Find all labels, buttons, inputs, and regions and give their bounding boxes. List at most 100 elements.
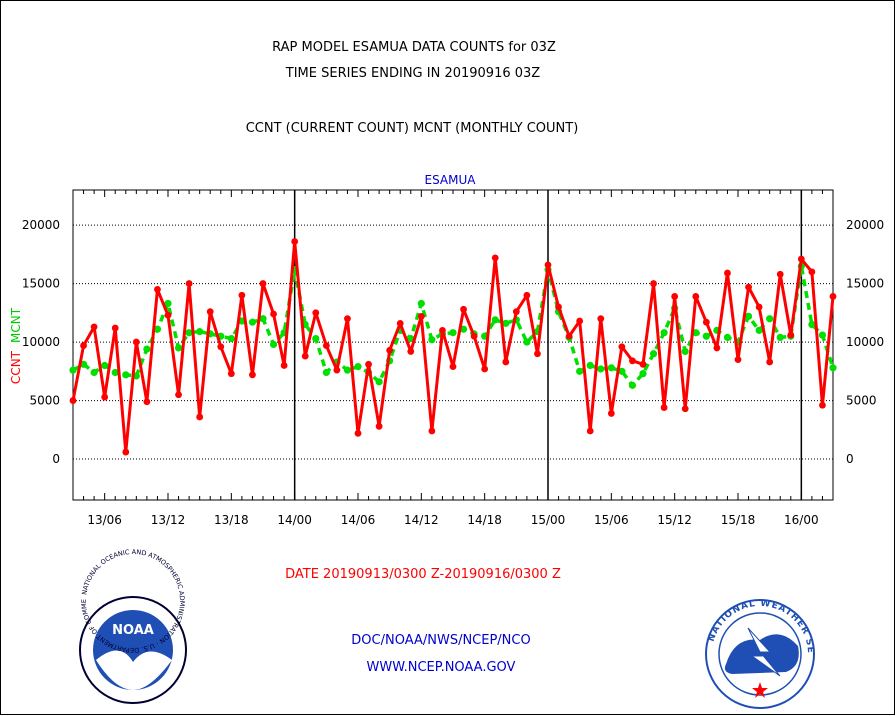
data-point-ccnt bbox=[787, 331, 795, 339]
data-point-ccnt bbox=[291, 238, 299, 245]
data-point-ccnt bbox=[396, 319, 404, 327]
data-point-ccnt bbox=[671, 293, 679, 300]
data-point-ccnt bbox=[249, 371, 256, 379]
data-point-ccnt bbox=[101, 393, 109, 401]
data-point-ccnt bbox=[702, 318, 710, 326]
data-point-ccnt bbox=[766, 358, 774, 366]
website-link[interactable]: WWW.NCEP.NOAA.GOV bbox=[367, 660, 516, 675]
x-tick-label: 14/12 bbox=[404, 513, 439, 527]
y-tick-label-right: 0 bbox=[846, 452, 854, 466]
data-point-mcnt bbox=[375, 378, 383, 386]
x-tick-label: 15/06 bbox=[594, 513, 629, 527]
x-tick-label: 14/06 bbox=[341, 513, 376, 527]
data-point-ccnt bbox=[80, 342, 87, 349]
data-point-ccnt bbox=[555, 303, 562, 311]
data-point-mcnt bbox=[248, 318, 257, 326]
y-tick-label-right: 15000 bbox=[846, 277, 884, 291]
data-point-ccnt bbox=[755, 303, 763, 311]
data-point-mcnt bbox=[776, 333, 784, 341]
data-point-mcnt bbox=[312, 334, 320, 343]
data-point-mcnt bbox=[111, 368, 119, 377]
data-point-ccnt bbox=[259, 280, 267, 287]
x-tick-label: 14/18 bbox=[467, 513, 502, 527]
data-point-mcnt bbox=[227, 334, 235, 343]
data-point-mcnt bbox=[808, 320, 816, 329]
data-point-ccnt bbox=[460, 305, 467, 313]
y-tick-label-left: 0 bbox=[52, 452, 60, 466]
data-point-ccnt bbox=[344, 315, 351, 323]
x-tick-label: 16/00 bbox=[784, 513, 819, 527]
data-point-mcnt bbox=[649, 350, 658, 358]
data-point-mcnt bbox=[449, 329, 457, 337]
data-point-mcnt bbox=[618, 367, 626, 375]
data-point-ccnt bbox=[681, 405, 689, 413]
data-point-ccnt bbox=[164, 311, 172, 319]
data-point-ccnt bbox=[618, 343, 626, 351]
data-point-mcnt bbox=[702, 332, 710, 340]
data-point-mcnt bbox=[744, 312, 753, 320]
data-point-ccnt bbox=[449, 363, 457, 371]
data-point-mcnt bbox=[69, 366, 77, 374]
data-point-ccnt bbox=[69, 397, 77, 404]
data-point-ccnt bbox=[333, 366, 341, 374]
data-point-ccnt bbox=[301, 352, 309, 360]
data-point-ccnt bbox=[491, 254, 499, 262]
data-point-ccnt bbox=[217, 343, 225, 351]
y-tick-label-right: 5000 bbox=[846, 394, 877, 408]
data-point-mcnt bbox=[639, 370, 647, 378]
plot-subtitle: ESAMUA bbox=[425, 173, 477, 187]
data-point-mcnt bbox=[502, 319, 510, 327]
data-point-ccnt bbox=[196, 413, 204, 421]
nws-lightning-icon bbox=[747, 627, 781, 677]
data-point-mcnt bbox=[523, 338, 531, 346]
data-point-mcnt bbox=[259, 315, 267, 323]
data-point-mcnt bbox=[428, 336, 436, 344]
data-point-ccnt bbox=[417, 312, 425, 320]
data-point-ccnt bbox=[481, 365, 489, 373]
data-point-mcnt bbox=[766, 315, 774, 323]
data-point-ccnt bbox=[629, 357, 636, 365]
data-point-ccnt bbox=[154, 286, 161, 293]
data-point-ccnt bbox=[111, 324, 119, 332]
date-range-label: DATE 20190913/0300 Z-20190916/0300 Z bbox=[285, 567, 561, 582]
x-tick-label: 14/00 bbox=[277, 513, 312, 527]
data-point-mcnt bbox=[164, 299, 172, 308]
data-point-mcnt bbox=[354, 363, 362, 371]
data-point-ccnt bbox=[776, 270, 784, 278]
y-tick-labels-left: 0 5000 10000 15000 20000 bbox=[22, 218, 60, 466]
data-point-ccnt bbox=[407, 348, 415, 355]
data-point-ccnt bbox=[819, 401, 826, 409]
data-point-ccnt bbox=[354, 429, 362, 437]
x-tick-label: 13/06 bbox=[87, 513, 122, 527]
data-point-mcnt bbox=[343, 366, 352, 374]
noaa-logo-text: NOAA bbox=[112, 623, 154, 638]
data-point-ccnt bbox=[143, 398, 151, 406]
data-point-ccnt bbox=[639, 360, 647, 368]
data-point-ccnt bbox=[280, 362, 288, 369]
data-point-ccnt bbox=[439, 326, 446, 334]
org-label: DOC/NOAA/NWS/NCEP/NCO bbox=[351, 633, 530, 648]
chart-title-line-2: TIME SERIES ENDING IN 20190916 03Z bbox=[285, 66, 541, 81]
plot-area: 0 5000 10000 15000 20000 0 5000 10000 15000 2000… bbox=[22, 189, 884, 527]
data-point-ccnt bbox=[534, 350, 541, 358]
data-point-mcnt bbox=[185, 329, 193, 337]
data-point-ccnt bbox=[808, 268, 816, 276]
y-tick-label-right: 20000 bbox=[846, 218, 884, 232]
data-point-ccnt bbox=[428, 427, 436, 435]
y-axis-label-ccnt: CCNT bbox=[9, 350, 23, 384]
x-tick-label: 13/12 bbox=[151, 513, 186, 527]
y-axis-label-mcnt: MCNT bbox=[9, 307, 23, 343]
data-point-mcnt bbox=[459, 325, 468, 333]
plot-border bbox=[72, 189, 834, 501]
data-point-ccnt bbox=[206, 308, 214, 316]
x-tick-labels: 13/06 13/12 13/18 14/00 14/06 14/12 14/18 15/00… bbox=[87, 513, 818, 527]
data-point-ccnt bbox=[544, 261, 552, 269]
data-point-mcnt bbox=[723, 333, 732, 341]
data-point-ccnt bbox=[270, 310, 277, 318]
data-point-mcnt bbox=[153, 325, 162, 333]
y-tick-labels-right: 0 5000 10000 15000 20000 bbox=[846, 218, 884, 466]
data-point-ccnt bbox=[692, 293, 700, 300]
series-ccnt bbox=[69, 238, 837, 456]
data-point-ccnt bbox=[586, 427, 594, 435]
